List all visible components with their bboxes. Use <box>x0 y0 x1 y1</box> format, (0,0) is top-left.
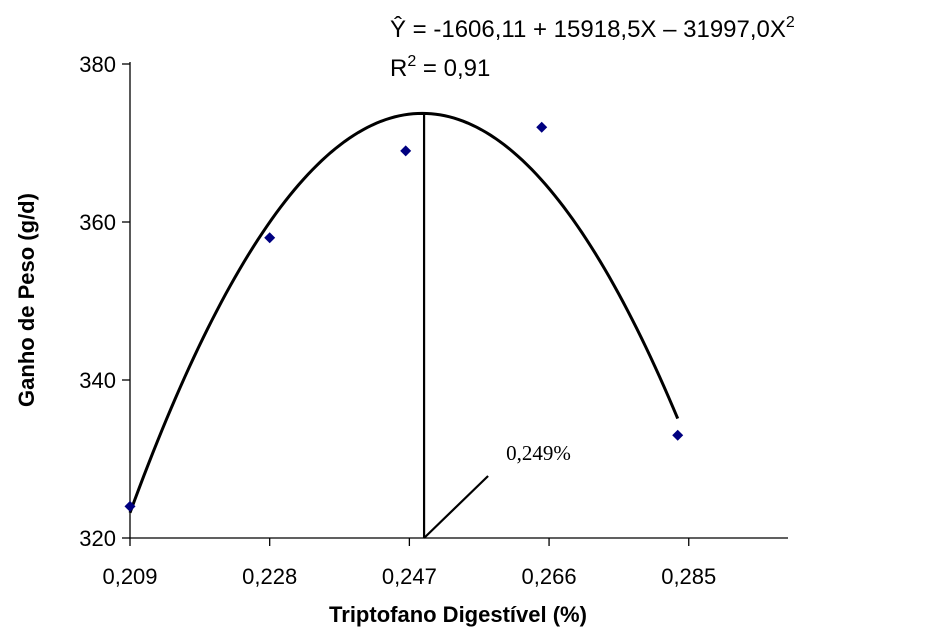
data-points <box>124 121 684 512</box>
data-point <box>124 500 136 512</box>
y-tick-label: 360 <box>79 210 116 235</box>
optimum-pointer <box>423 475 489 539</box>
equation-exponent: 2 <box>786 14 795 31</box>
x-tick-label: 0,209 <box>102 564 157 589</box>
data-point <box>672 429 684 441</box>
optimum-label: 0,249% <box>506 441 571 465</box>
r-squared: R2 = 0,91 <box>390 53 490 82</box>
data-point <box>400 145 412 157</box>
regression-equation: Ŷ = -1606,11 + 15918,5X – 31997,0X2 <box>390 14 795 43</box>
y-tick-label: 320 <box>79 526 116 551</box>
y-tick-label: 340 <box>79 368 116 393</box>
r2-exponent: 2 <box>407 53 416 70</box>
x-axis-title: Triptofano Digestível (%) <box>329 602 587 627</box>
y-axis-title: Ganho de Peso (g/d) <box>14 193 39 407</box>
r2-value: = 0,91 <box>416 55 490 82</box>
data-point <box>264 232 276 244</box>
x-tick-label: 0,285 <box>661 564 716 589</box>
y-tick-label: 380 <box>79 52 116 77</box>
x-tick-label: 0,228 <box>242 564 297 589</box>
x-ticks: 0,209 0,228 0,247 0,266 0,285 <box>102 538 716 589</box>
y-ticks: 320 340 360 380 <box>79 52 130 551</box>
x-tick-label: 0,266 <box>522 564 577 589</box>
plot-area: 320 340 360 380 0,209 0,228 0,247 0,266 0,285 <box>79 52 788 589</box>
equation-text: Ŷ = -1606,11 + 15918,5X – 31997,0X <box>390 16 786 43</box>
x-tick-label: 0,247 <box>382 564 437 589</box>
data-point <box>536 121 548 133</box>
r2-letter: R <box>390 55 407 82</box>
fit-curve <box>128 111 680 514</box>
